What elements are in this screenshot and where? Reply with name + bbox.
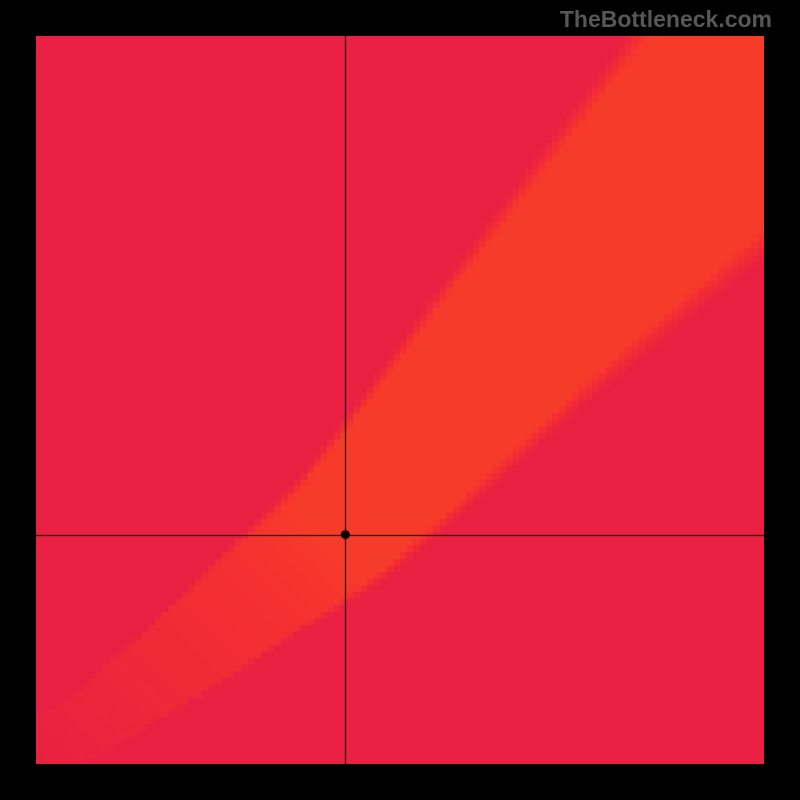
- chart-container: TheBottleneck.com: [0, 0, 800, 800]
- bottleneck-heatmap: [36, 36, 764, 764]
- source-watermark: TheBottleneck.com: [560, 6, 772, 33]
